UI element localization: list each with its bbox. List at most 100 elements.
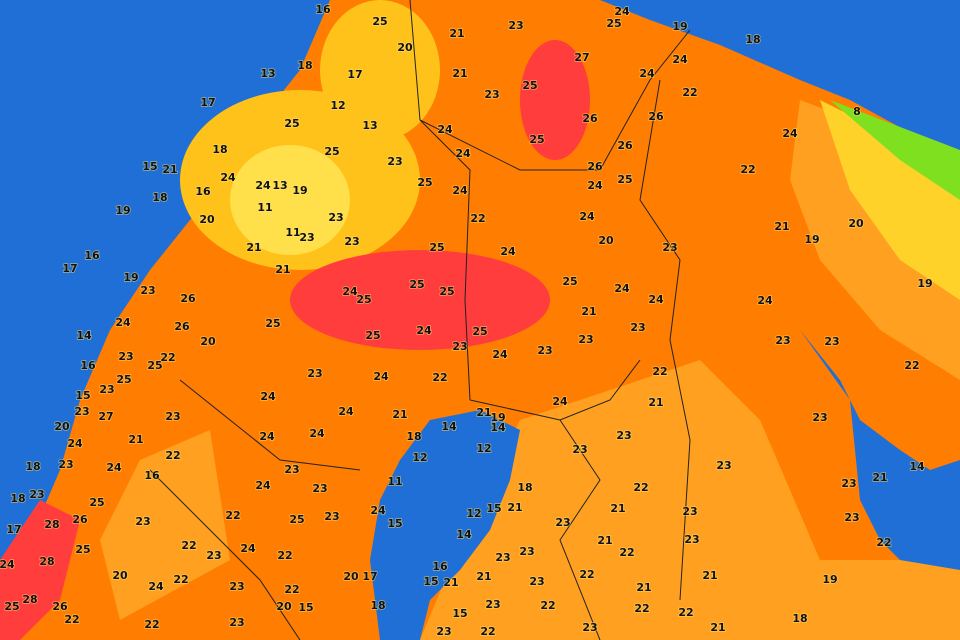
temperature-label: 22 (284, 583, 299, 596)
temperature-label: 24 (342, 285, 358, 298)
temperature-label: 25 (324, 145, 339, 158)
temperature-label: 24 (338, 405, 354, 418)
mild-zone (820, 100, 960, 300)
temperature-label: 16 (84, 249, 100, 262)
temperature-label: 23 (312, 482, 327, 495)
temperature-label: 22 (165, 449, 180, 462)
temperature-label: 25 (562, 275, 577, 288)
temperature-label: 26 (617, 139, 633, 152)
temperature-label: 24 (115, 316, 131, 329)
temperature-label: 21 (581, 305, 596, 318)
temperature-label: 24 (220, 171, 236, 184)
temperature-label: 28 (39, 555, 54, 568)
temperature-label: 14 (76, 329, 92, 342)
temperature-label: 19 (292, 184, 307, 197)
temperature-label: 15 (452, 607, 467, 620)
temperature-label: 23 (578, 333, 593, 346)
temperature-label: 22 (225, 509, 240, 522)
temperature-label: 21 (636, 581, 651, 594)
temperature-label: 23 (582, 621, 597, 634)
temperature-label: 21 (449, 27, 464, 40)
temperature-label: 16 (432, 560, 448, 573)
temperature-label: 23 (555, 516, 570, 529)
temperature-label: 18 (745, 33, 760, 46)
temperature-label: 13 (260, 67, 275, 80)
temperature-label: 23 (387, 155, 402, 168)
temperature-label: 23 (206, 549, 221, 562)
temperature-label: 26 (587, 160, 603, 173)
temperature-label: 25 (147, 359, 162, 372)
temperature-label: 23 (229, 616, 244, 629)
temperature-label: 23 (662, 241, 677, 254)
temperature-label: 22 (181, 539, 196, 552)
temperature-label: 24 (437, 123, 453, 136)
temperature-label: 26 (180, 292, 196, 305)
temperature-label: 24 (648, 293, 664, 306)
temperature-label: 26 (174, 320, 190, 333)
temperature-label: 24 (492, 348, 508, 361)
temperature-label: 25 (356, 293, 371, 306)
temperature-label: 21 (702, 569, 717, 582)
temperature-label: 23 (74, 405, 89, 418)
temperature-label: 22 (480, 625, 495, 638)
temperature-label: 25 (289, 513, 304, 526)
temperature-label: 26 (72, 513, 88, 526)
temperature-label: 20 (200, 335, 216, 348)
temperature-label: 16 (144, 469, 160, 482)
temperature-label: 17 (347, 68, 362, 81)
temperature-label: 21 (162, 163, 177, 176)
temperature-label: 23 (572, 443, 587, 456)
temperature-label: 21 (872, 471, 887, 484)
temperature-label: 23 (841, 477, 856, 490)
temperature-label: 19 (804, 233, 819, 246)
temperature-label: 23 (307, 367, 322, 380)
temperature-label: 21 (648, 396, 663, 409)
temperature-label: 21 (392, 408, 407, 421)
temperature-label: 26 (648, 110, 664, 123)
temperature-label: 23 (484, 88, 499, 101)
border (149, 0, 691, 640)
temperature-label: 14 (909, 460, 925, 473)
mild-zone (230, 145, 350, 255)
temperature-label: 18 (25, 460, 40, 473)
temperature-label: 22 (173, 573, 188, 586)
temperature-label: 25 (529, 133, 544, 146)
temperature-label: 20 (54, 420, 70, 433)
temperature-label: 27 (98, 410, 113, 423)
temperature-label: 21 (476, 570, 491, 583)
temperature-label: 18 (406, 430, 421, 443)
temperature-label: 20 (199, 213, 215, 226)
temperature-label: 23 (684, 533, 699, 546)
temperature-label: 17 (6, 523, 21, 536)
temperature-label: 22 (432, 371, 447, 384)
temperature-label: 26 (582, 112, 598, 125)
temperature-label: 24 (373, 370, 389, 383)
temperature-label: 23 (529, 575, 544, 588)
temperature-label: 13 (272, 179, 287, 192)
temperature-label: 11 (285, 226, 300, 239)
temperature-label: 17 (62, 262, 77, 275)
temperature-label: 15 (142, 160, 157, 173)
temperature-label: 23 (519, 545, 534, 558)
temperature-label: 18 (212, 143, 227, 156)
temperature-label: 23 (135, 515, 150, 528)
temperature-label: 24 (455, 147, 471, 160)
temperature-label: 24 (255, 179, 271, 192)
temperature-label: 25 (439, 285, 454, 298)
temperature-label: 25 (617, 173, 632, 186)
temperature-label: 14 (490, 421, 506, 434)
temperature-label: 15 (75, 389, 90, 402)
temperature-label: 22 (678, 606, 693, 619)
temperature-label: 26 (52, 600, 68, 613)
temperature-label: 24 (240, 542, 256, 555)
temperature-label: 20 (276, 600, 292, 613)
temperature-label: 24 (0, 558, 15, 571)
temperature-label: 18 (370, 599, 385, 612)
temperature-label: 24 (67, 437, 83, 450)
hot-zone (290, 250, 550, 350)
temperature-label: 21 (507, 501, 522, 514)
temperature-label: 22 (470, 212, 485, 225)
temperature-label: 22 (579, 568, 594, 581)
temperature-label: 12 (466, 507, 481, 520)
temperature-label: 18 (792, 612, 807, 625)
